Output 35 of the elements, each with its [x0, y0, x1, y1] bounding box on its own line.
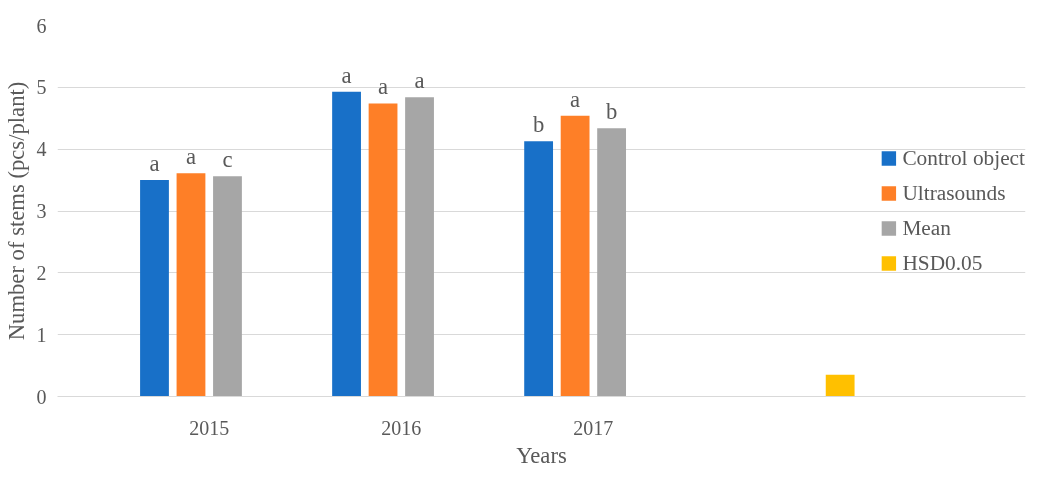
x-tick-label: 2016 [381, 416, 422, 439]
data-label: a [570, 86, 581, 112]
bar [825, 374, 855, 397]
legend-label: HSD0.05 [902, 250, 983, 276]
bar [597, 128, 627, 397]
y-tick-label: 5 [36, 76, 47, 99]
bar [332, 91, 361, 397]
bar [405, 97, 434, 397]
data-label: c [222, 147, 233, 173]
y-tick-label: 3 [36, 200, 47, 222]
x-axis-title: Years [516, 442, 567, 468]
data-label: a [414, 68, 425, 94]
data-label: a [149, 151, 160, 177]
data-label: a [185, 144, 197, 170]
y-axis-title: Number of stems (pcs/plant) [3, 81, 29, 341]
bar [213, 176, 242, 397]
y-tick-label: 4 [36, 138, 47, 161]
legend-label: Mean [902, 215, 951, 241]
data-label: b [605, 99, 618, 125]
x-tick-label: 2017 [573, 416, 614, 439]
bar [368, 103, 398, 397]
bar [140, 180, 169, 397]
legend-label: Control object [902, 145, 1025, 171]
x-tick-label: 2015 [189, 416, 230, 439]
data-label: a [341, 62, 352, 88]
data-label: a [378, 74, 389, 100]
y-tick-label: 1 [36, 323, 47, 346]
y-tick-label: 2 [36, 261, 47, 284]
y-tick-label: 0 [36, 385, 47, 408]
bar [560, 115, 590, 397]
bar [176, 173, 206, 397]
bar [524, 141, 554, 397]
legend-label: Ultrasounds [902, 180, 1006, 206]
data-label: b [532, 112, 545, 138]
y-tick-label: 6 [36, 14, 47, 37]
